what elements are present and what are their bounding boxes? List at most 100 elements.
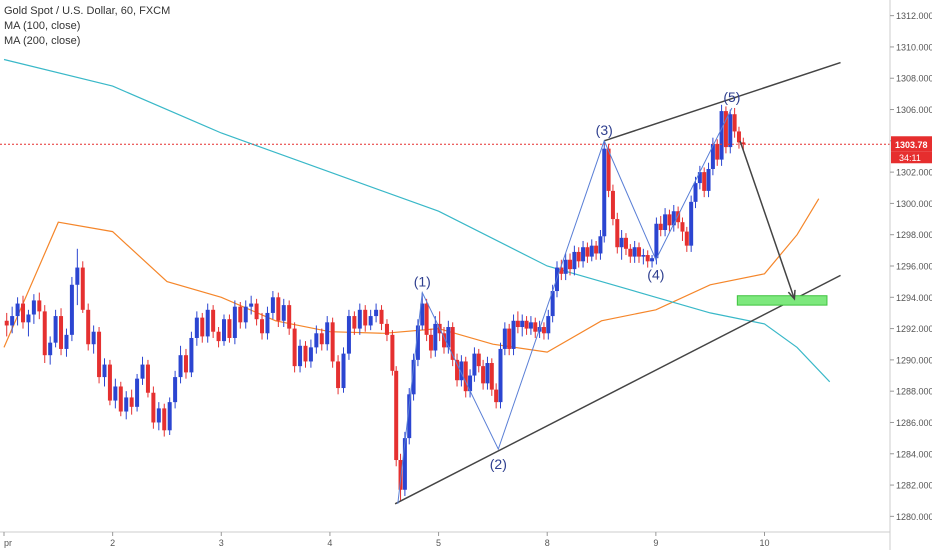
candle-body xyxy=(260,319,265,334)
candle-body xyxy=(314,333,319,348)
price-tick-label: 1282.000 xyxy=(896,481,932,491)
candle-body xyxy=(407,394,412,439)
candle-body xyxy=(546,316,551,334)
price-tick-label: 1302.000 xyxy=(896,168,932,178)
candle-body xyxy=(319,333,324,345)
candle-body xyxy=(390,334,395,371)
candle-body xyxy=(107,364,112,401)
candle-body xyxy=(64,334,69,349)
candle-body xyxy=(511,320,516,349)
candle-body xyxy=(463,361,468,392)
candle-body xyxy=(384,323,389,335)
candle-body xyxy=(178,355,183,378)
candle-body xyxy=(292,328,297,367)
candle-body xyxy=(732,114,737,132)
price-tick-label: 1298.000 xyxy=(896,230,932,240)
price-tick-label: 1296.000 xyxy=(896,262,932,272)
candle-body xyxy=(80,267,85,310)
candle-body xyxy=(489,363,494,390)
candle-body xyxy=(194,317,199,338)
candle-body xyxy=(507,328,512,349)
time-tick-label: 9 xyxy=(653,538,658,548)
candle-body xyxy=(572,251,577,270)
candle-body xyxy=(637,247,642,257)
candle-body xyxy=(336,361,341,389)
candle-body xyxy=(21,303,26,323)
wave-label-4: (4) xyxy=(647,267,664,283)
candle-body xyxy=(481,366,486,384)
candle-body xyxy=(113,386,118,401)
candle-body xyxy=(243,306,248,323)
candle-body xyxy=(658,223,663,231)
candle-body xyxy=(632,247,637,257)
candle-body xyxy=(37,300,42,312)
candle-body xyxy=(216,331,221,342)
candle-body xyxy=(227,319,232,338)
candle-body xyxy=(140,364,145,379)
candle-body xyxy=(645,255,650,262)
candle-body xyxy=(589,245,594,257)
candle-body xyxy=(610,190,615,220)
candle-body xyxy=(693,183,698,202)
candle-body xyxy=(200,317,205,337)
time-axis[interactable]: pr 2 3 4 5 8 9 10 xyxy=(0,531,890,548)
wave-label-3: (3) xyxy=(596,122,613,138)
plot-background xyxy=(0,0,890,532)
candle-body xyxy=(129,397,134,407)
candle-body xyxy=(394,370,399,461)
countdown-value: 34:11 xyxy=(899,153,921,163)
candle-body xyxy=(379,309,384,324)
price-tick-label: 1280.000 xyxy=(896,512,932,522)
candle-body xyxy=(135,378,140,407)
candle-body xyxy=(69,284,74,335)
candle-body xyxy=(715,143,720,160)
candle-body xyxy=(676,211,681,223)
candle-body xyxy=(585,247,590,257)
wave-label-1: (1) xyxy=(414,274,431,290)
candle-body xyxy=(145,364,150,393)
candle-body xyxy=(189,337,194,373)
price-tick-label: 1286.000 xyxy=(896,418,932,428)
candle-body xyxy=(15,303,20,317)
candle-body xyxy=(205,309,210,337)
candle-body xyxy=(265,312,270,334)
candle-body xyxy=(270,297,275,313)
candle-body xyxy=(442,333,446,348)
candle-body xyxy=(710,143,715,169)
candle-body xyxy=(346,316,351,354)
candle-body xyxy=(75,267,80,285)
channel-upper-line xyxy=(604,61,841,142)
candle-body xyxy=(162,408,167,431)
candle-body xyxy=(97,331,102,378)
candle-body xyxy=(650,258,655,262)
elliott-wave-line xyxy=(397,107,733,504)
price-axis[interactable]: 1280.000 1282.000 1284.000 1286.000 1288.000… xyxy=(889,0,932,550)
candle-body xyxy=(48,342,53,356)
candle-body xyxy=(156,408,161,423)
candle-body xyxy=(124,397,129,412)
target-zone-box xyxy=(736,295,828,306)
candle-body xyxy=(238,306,243,323)
candle-body xyxy=(533,322,538,332)
candle-body xyxy=(374,309,379,317)
price-tick-label: 1310.000 xyxy=(896,42,932,52)
candle-body xyxy=(494,389,499,403)
candle-body xyxy=(173,377,178,403)
legend-ma200: MA (200, close) xyxy=(4,35,81,47)
candle-body xyxy=(402,438,407,490)
wave-label-5: (5) xyxy=(723,89,740,105)
candle-body xyxy=(363,309,368,326)
candle-body xyxy=(680,222,685,232)
candle-body xyxy=(31,300,36,315)
candle-body xyxy=(594,245,599,254)
candle-body xyxy=(468,375,473,392)
time-tick-label: 8 xyxy=(545,538,550,548)
time-tick-label: 5 xyxy=(436,538,441,548)
candle-body xyxy=(276,297,281,321)
candle-body xyxy=(619,237,624,248)
price-tick-label: 1308.000 xyxy=(896,74,932,84)
drawing-overlays: (1) (2) (3) (4) (5) xyxy=(394,61,841,505)
candle-body xyxy=(541,327,546,334)
candle-body xyxy=(411,359,416,395)
